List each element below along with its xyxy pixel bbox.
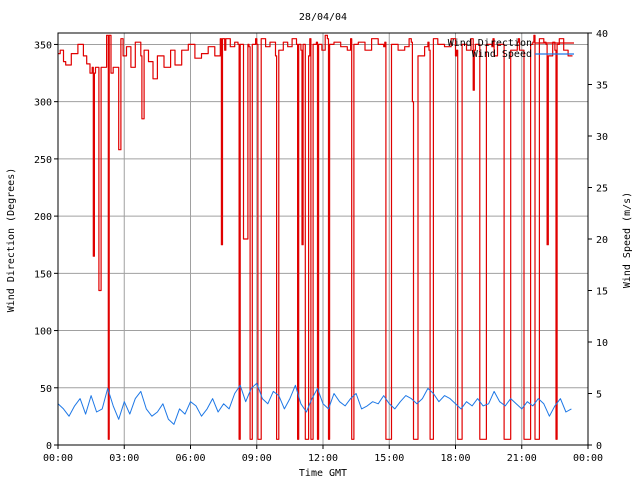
x-tick-label: 06:00 (175, 453, 205, 464)
legend: Wind Direction Wind Speed (448, 38, 574, 60)
x-tick-label: 15:00 (374, 453, 404, 464)
y-right-tick-label: 15 (596, 287, 608, 298)
y-left-tick-label: 0 (46, 441, 52, 452)
legend-label-wind-speed: Wind Speed (472, 49, 532, 60)
x-tick-label: 21:00 (507, 453, 537, 464)
y-left-tick-label: 250 (34, 155, 52, 166)
x-tick-label: 00:00 (43, 453, 73, 464)
y-left-tick-label: 50 (40, 384, 52, 395)
y-right-tick-label: 30 (596, 132, 608, 143)
x-tick-label: 18:00 (440, 453, 470, 464)
series-line-wind-direction (58, 34, 573, 440)
y-axis-left-label: Wind Direction (Degrees) (6, 168, 17, 313)
series-layer (57, 34, 573, 440)
x-tick-label: 09:00 (242, 453, 272, 464)
y-left-tick-label: 350 (34, 40, 52, 51)
y-right-tick-label: 10 (596, 338, 608, 349)
x-tick-label: 12:00 (308, 453, 338, 464)
y-right-tick-label: 40 (596, 29, 608, 40)
chart-title: 28/04/04 (299, 12, 347, 23)
y-right-tick-label: 20 (596, 235, 608, 246)
y-right-tick-label: 35 (596, 81, 608, 92)
x-tick-label: 03:00 (109, 453, 139, 464)
grid (58, 33, 588, 445)
y-right-tick-label: 0 (596, 441, 602, 452)
x-axis-label: Time GMT (299, 468, 347, 479)
y-left-tick-label: 200 (34, 212, 52, 223)
y-right-tick-label: 5 (596, 390, 602, 401)
series-line-wind-speed (57, 382, 572, 425)
x-tick-label: 00:00 (573, 453, 603, 464)
y-left-tick-label: 300 (34, 98, 52, 109)
y-left-tick-label: 150 (34, 269, 52, 280)
y-axis-right-label: Wind Speed (m/s) (622, 192, 633, 288)
y-right-tick-label: 25 (596, 184, 608, 195)
ticks: 00:00 03:00 06:00 09:00 12:00 15:00 18:00 21:00… (34, 29, 608, 464)
y-left-tick-label: 100 (34, 327, 52, 338)
legend-label-wind-direction: Wind Direction (448, 38, 532, 49)
